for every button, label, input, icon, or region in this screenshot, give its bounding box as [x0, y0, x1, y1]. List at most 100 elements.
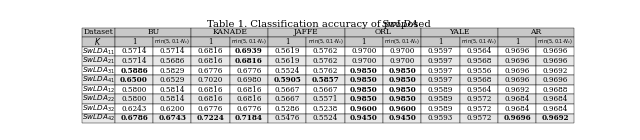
Bar: [383, 66, 421, 75]
Text: BU: BU: [147, 28, 159, 36]
Text: 0.6529: 0.6529: [159, 76, 185, 84]
Text: 1: 1: [438, 38, 443, 46]
Bar: [307, 114, 345, 123]
Text: 0.9850: 0.9850: [388, 86, 416, 94]
Text: 0.7224: 0.7224: [196, 114, 225, 122]
Bar: [345, 28, 421, 37]
Text: 0.5619: 0.5619: [275, 47, 300, 55]
Bar: [81, 37, 115, 47]
Bar: [536, 114, 575, 123]
Text: $\mathit{SwLDA}_{41}$: $\mathit{SwLDA}_{41}$: [82, 75, 115, 85]
Bar: [268, 104, 307, 114]
Text: 0.9850: 0.9850: [350, 95, 378, 103]
Bar: [81, 75, 115, 85]
Bar: [307, 37, 345, 47]
Bar: [230, 114, 268, 123]
Text: 0.5286: 0.5286: [275, 105, 300, 113]
Bar: [345, 47, 383, 56]
Bar: [153, 37, 191, 47]
Text: 0.9684: 0.9684: [504, 95, 530, 103]
Text: 0.9850: 0.9850: [350, 76, 378, 84]
Bar: [115, 47, 153, 56]
Bar: [421, 47, 460, 56]
Text: 0.9696: 0.9696: [504, 66, 530, 74]
Bar: [383, 114, 421, 123]
Text: 0.9597: 0.9597: [428, 57, 453, 65]
Bar: [230, 104, 268, 114]
Bar: [536, 94, 575, 104]
Bar: [498, 66, 536, 75]
Text: 0.5762: 0.5762: [313, 57, 338, 65]
Text: 0.6776: 0.6776: [236, 105, 262, 113]
Text: 0.5814: 0.5814: [159, 95, 185, 103]
Text: $K$: $K$: [95, 36, 102, 47]
Bar: [498, 114, 536, 123]
Text: 0.9597: 0.9597: [428, 66, 453, 74]
Bar: [307, 66, 345, 75]
Text: 0.9684: 0.9684: [543, 105, 568, 113]
Text: 0.9450: 0.9450: [388, 114, 416, 122]
Text: 0.6776: 0.6776: [198, 105, 223, 113]
Text: 0.9696: 0.9696: [543, 76, 568, 84]
Bar: [383, 37, 421, 47]
Bar: [307, 47, 345, 56]
Bar: [345, 37, 383, 47]
Bar: [191, 85, 230, 94]
Text: 0.9600: 0.9600: [350, 105, 378, 113]
Text: $\mathit{SwLDA}_{12}$: $\mathit{SwLDA}_{12}$: [82, 85, 115, 95]
Text: 0.6816: 0.6816: [198, 47, 223, 55]
Bar: [268, 56, 307, 66]
Bar: [115, 94, 153, 104]
Bar: [421, 104, 460, 114]
Bar: [460, 47, 498, 56]
Text: 0.9696: 0.9696: [504, 76, 530, 84]
Text: 0.9568: 0.9568: [466, 76, 492, 84]
Bar: [81, 85, 115, 94]
Text: 1: 1: [285, 38, 289, 46]
Text: 0.9850: 0.9850: [388, 76, 416, 84]
Bar: [191, 37, 230, 47]
Bar: [115, 56, 153, 66]
Text: $\min(5,0.1{\cdot}N_c)$: $\min(5,0.1{\cdot}N_c)$: [231, 37, 267, 46]
Bar: [115, 75, 153, 85]
Bar: [307, 104, 345, 114]
Bar: [536, 85, 575, 94]
Text: 0.9700: 0.9700: [389, 47, 415, 55]
Text: 0.5476: 0.5476: [275, 114, 300, 122]
Bar: [268, 28, 345, 37]
Text: $\mathit{SwLDA}_{11}$: $\mathit{SwLDA}_{11}$: [82, 46, 115, 57]
Text: 0.5667: 0.5667: [275, 95, 300, 103]
Text: 0.5667: 0.5667: [275, 86, 300, 94]
Text: 0.5714: 0.5714: [159, 47, 185, 55]
Text: 0.6816: 0.6816: [236, 95, 262, 103]
Bar: [345, 56, 383, 66]
Text: 0.9692: 0.9692: [543, 66, 568, 74]
Bar: [498, 75, 536, 85]
Text: 0.9696: 0.9696: [543, 57, 568, 65]
Bar: [536, 56, 575, 66]
Bar: [421, 94, 460, 104]
Text: 0.5524: 0.5524: [275, 66, 300, 74]
Bar: [191, 47, 230, 56]
Text: 0.5905: 0.5905: [273, 76, 301, 84]
Bar: [81, 28, 115, 37]
Bar: [421, 85, 460, 94]
Bar: [460, 56, 498, 66]
Bar: [498, 94, 536, 104]
Text: 0.5571: 0.5571: [313, 95, 339, 103]
Text: 0.7184: 0.7184: [235, 114, 263, 122]
Bar: [345, 85, 383, 94]
Bar: [536, 47, 575, 56]
Text: $\min(5,0.1{\cdot}N_c)$: $\min(5,0.1{\cdot}N_c)$: [308, 37, 344, 46]
Bar: [268, 114, 307, 123]
Text: 0.9572: 0.9572: [466, 114, 492, 122]
Text: $\mathit{SwLDA}_{21}$: $\mathit{SwLDA}_{21}$: [82, 56, 115, 66]
Text: 0.9850: 0.9850: [350, 66, 378, 74]
Bar: [460, 66, 498, 75]
Bar: [536, 104, 575, 114]
Text: YALE: YALE: [449, 28, 470, 36]
Text: 1: 1: [209, 38, 213, 46]
Bar: [345, 94, 383, 104]
Bar: [460, 114, 498, 123]
Text: 1: 1: [132, 38, 136, 46]
